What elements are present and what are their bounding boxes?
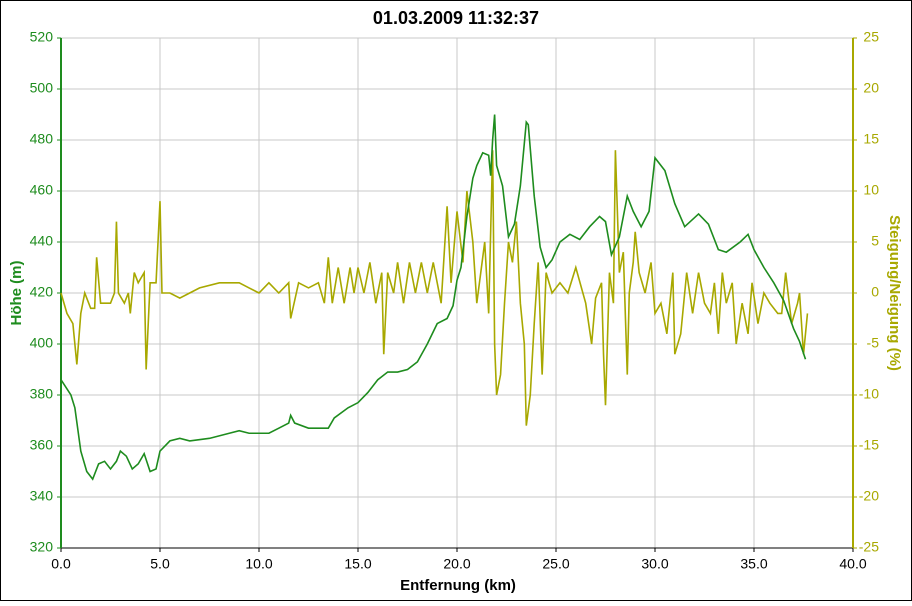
y-tick-label: 460: [30, 182, 54, 198]
y2-axis-label: Steigung/Neigung (%): [886, 215, 903, 371]
y2-tick-label: 0: [871, 284, 879, 300]
x-tick-label: 25.0: [542, 556, 569, 572]
x-tick-label: 20.0: [443, 556, 470, 572]
y2-tick-label: 5: [871, 233, 879, 249]
y-tick-label: 320: [30, 539, 54, 555]
x-tick-label: 10.0: [245, 556, 272, 572]
x-axis-label: Entfernung (km): [400, 577, 516, 594]
y2-tick-label: -15: [859, 437, 879, 453]
y-axis-label: Höhe (m): [8, 261, 25, 326]
x-tick-label: 5.0: [150, 556, 170, 572]
x-tick-label: 30.0: [641, 556, 668, 572]
y2-tick-label: -20: [859, 488, 879, 504]
y2-tick-label: 20: [863, 80, 879, 96]
y2-tick-label: 25: [863, 29, 879, 45]
y-tick-label: 440: [30, 233, 54, 249]
y-tick-label: 400: [30, 335, 54, 351]
data-line: [60, 114, 807, 481]
x-tick-label: 0.0: [51, 556, 71, 572]
x-tick-label: 35.0: [740, 556, 767, 572]
y2-tick-label: 15: [863, 131, 879, 147]
y-tick-label: 380: [30, 386, 54, 402]
data-line: [60, 150, 809, 426]
y-tick-label: 340: [30, 488, 54, 504]
y2-tick-label: -25: [859, 539, 879, 555]
y2-tick-label: -10: [859, 386, 879, 402]
y-tick-label: 420: [30, 284, 54, 300]
y2-tick-label: 10: [863, 182, 879, 198]
y-tick-label: 520: [30, 29, 54, 45]
y-tick-label: 500: [30, 80, 54, 96]
x-tick-label: 15.0: [344, 556, 371, 572]
x-tick-label: 40.0: [839, 556, 866, 572]
y-tick-label: 480: [30, 131, 54, 147]
y2-tick-label: -5: [867, 335, 880, 351]
y-tick-label: 360: [30, 437, 54, 453]
chart-title: 01.03.2009 11:32:37: [373, 8, 539, 28]
